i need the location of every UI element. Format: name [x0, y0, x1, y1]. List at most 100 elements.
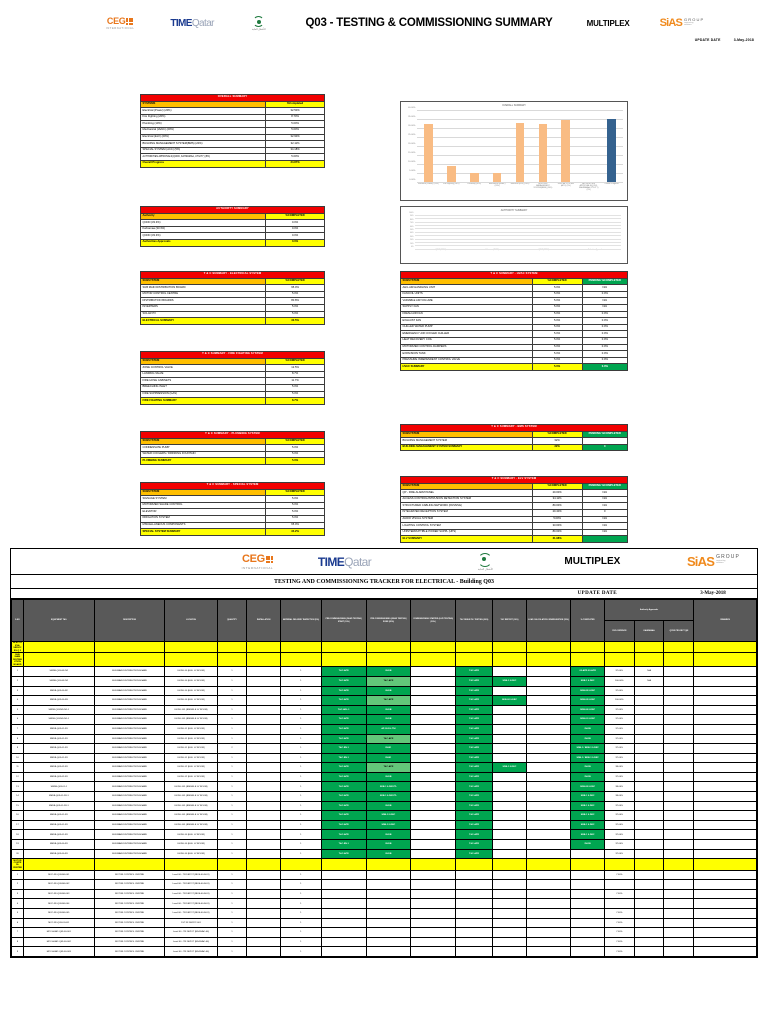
column-header[interactable]: QCDD PROJECT QM: [663, 620, 695, 642]
table-row[interactable]: 6 SMDB-Q03-ND-N1-1 SUB MAIN DISTRIBUTION B…: [11, 714, 757, 725]
column-header[interactable]: S.NO: [11, 599, 24, 642]
bar-column: [463, 110, 486, 182]
table-row[interactable]: 17 SMDB-Q03-01-N1 SUB MAIN DISTRIBUTION BO…: [11, 819, 757, 831]
column-header[interactable]: T&C RESULTS / TESTING (20%): [454, 599, 494, 642]
row-pending: 0.0%: [581, 317, 629, 325]
column-header[interactable]: INSTALLATION: [246, 599, 281, 642]
row-installation: [246, 917, 281, 929]
bar-column: [531, 110, 554, 182]
row-qcdd: [693, 829, 757, 841]
row-installation: [246, 819, 281, 831]
section-cell: [525, 640, 572, 654]
row-sno: 15: [11, 800, 24, 812]
elv-col-system: SUBSYSTEM: [400, 482, 533, 491]
row-material-delivery: 1: [279, 685, 322, 697]
column-header[interactable]: % COMPLETED: [570, 599, 605, 642]
row-system: ELEVATOR: [139, 508, 267, 516]
column-header[interactable]: DESCRIPTION: [93, 599, 166, 642]
row-location: Level 00 - TR DEPOT (BD/E-00-B-01): [164, 898, 218, 910]
table-row[interactable]: 7 SMDB-Q03-01-N1 SUB MAIN DISTRIBUTION BOA…: [11, 723, 757, 735]
table-row[interactable]: 18 SMDB-Q03-01-N1 SUB MAIN DISTRIBUTION BO…: [11, 829, 757, 841]
row-precomm-done: T&C-APR: [365, 695, 412, 706]
row-system: DISTRIBUTION BOARDS: [139, 297, 267, 305]
row-tc-report: [492, 946, 527, 958]
table-row[interactable]: 4 MCC-FF-Q03-B0-004 MOTOR CONTROL CENTRE Le…: [11, 898, 757, 910]
table-row[interactable]: 5 SMDB-Q03-ND-N1-1 SUB MAIN DISTRIBUTION B…: [11, 704, 757, 716]
table-row[interactable]: 1 SMDB-Q03-GF-N2 SUB MAIN DISTRIBUTION BOA…: [11, 666, 757, 677]
column-header[interactable]: KAHRAMAA: [633, 620, 665, 642]
row-description: SUB MAIN DISTRIBUTION BOARD: [93, 781, 166, 793]
y-tick: 20%: [410, 239, 414, 242]
table-row[interactable]: 8 SMDB-Q03-01-N1 SUB MAIN DISTRIBUTION BOA…: [11, 733, 757, 745]
row-pending: 0.0%: [581, 330, 629, 338]
column-header[interactable]: CIVIL DEFENCE: [603, 620, 635, 642]
table-row[interactable]: 20 SMDB-Q03-00-N1 SUB MAIN DISTRIBUTION BO…: [11, 848, 757, 860]
table-row[interactable]: 3 SMDB-Q03-00-N2 SUB MAIN DISTRIBUTION BOA…: [11, 685, 757, 697]
fire-col-system: SUBSYSTEM: [139, 357, 267, 366]
row-material-delivery: 1: [279, 723, 322, 735]
table-row[interactable]: 15 SMDB-Q03-01-N1-1 SUB MAIN DISTRIBUTION …: [11, 800, 757, 812]
row-pct: 32.50%: [265, 107, 325, 115]
column-header[interactable]: EQUIPMENT TAG: [22, 599, 95, 642]
row-civil-defence: [633, 762, 665, 773]
column-header[interactable]: LOAD CALCULATION / ENERGIZATION (15%): [525, 599, 572, 642]
row-tc-results: [454, 869, 494, 881]
column-header[interactable]: QUANTITY: [216, 599, 248, 642]
table-row[interactable]: 4 SMDB-Q03-00-N3 SUB MAIN DISTRIBUTION BOA…: [11, 695, 757, 706]
table-row[interactable]: 7 MCC-HVAC-Q03-00-001 MOTOR CONTROL CENTRE…: [11, 927, 757, 938]
table-row[interactable]: 14 SMDB-Q03-01-N1-1 SUB MAIN DISTRIBUTION …: [11, 791, 757, 802]
table-row[interactable]: 9 MCC-HVAC-Q03-00-003 MOTOR CONTROL CENTRE…: [11, 946, 757, 958]
table-row[interactable]: 12 SMDB-Q03-02-N1 SUB MAIN DISTRIBUTION BO…: [11, 771, 757, 783]
table-row[interactable]: 9 SMDB-Q03-01-N1 SUB MAIN DISTRIBUTION BOA…: [11, 743, 757, 754]
row-location: Level 00 - TR DEPOT (BD/E-00-B-01): [164, 869, 218, 881]
table-row[interactable]: 11 SMDB-Q03-02-N1 SUB MAIN DISTRIBUTION BO…: [11, 762, 757, 773]
row-precomm-start: [320, 936, 367, 948]
hvac-col-pct: %COMPLETED: [531, 277, 583, 286]
column-header[interactable]: LOCATION: [164, 599, 218, 642]
row-pending: N/A: [581, 303, 629, 312]
ceg-grid-icon: [265, 555, 273, 563]
table-row[interactable]: 1 MCC-FF-Q03-B0-001 MOTOR CONTROL CENTRE Le…: [11, 869, 757, 881]
row-pct: 0.0%: [265, 232, 325, 240]
row-extra: [525, 946, 572, 958]
row-precomm-done: AP-03-DL-TNI: [365, 723, 412, 735]
table-row[interactable]: 16 SMDB-Q03-01-N1 SUB MAIN DISTRIBUTION BO…: [11, 810, 757, 821]
column-header[interactable]: MATERIAL DELIVERY INSPECTION (5%): [279, 599, 322, 642]
column-header[interactable]: PRE-COMMISSIONING (DEAD TESTING) DONE (2…: [365, 599, 412, 642]
table-row[interactable]: 2 MCC-FF-Q03-B0-002 MOTOR CONTROL CENTRE Le…: [11, 879, 757, 890]
row-location: LEVEL 00 (ELE. LV ROOM): [164, 839, 218, 850]
column-header[interactable]: REMARKS: [693, 599, 757, 642]
column-header[interactable]: COMMISSIONING STARTED (LIVE TESTING) (20…: [410, 599, 456, 642]
row-quantity: 1: [216, 819, 248, 831]
table-row[interactable]: 8 MCC-HVAC-Q03-00-002 MOTOR CONTROL CENTRE…: [11, 936, 757, 948]
column-header[interactable]: PRE-COMMISSIONING (DEAD TESTING) START (…: [320, 599, 367, 642]
bms-title: T & C SUMMARY - BMS SYSTEM: [400, 424, 628, 432]
row-equipment-tag: SMDB-Q03-GF-N2: [22, 675, 95, 687]
row-comm-started: [410, 733, 456, 745]
row-comm-started: [410, 888, 456, 900]
row-quantity: 1: [216, 714, 248, 725]
sias-tagline-1: contracting: [684, 22, 694, 24]
row-pct: 7.00%: [603, 936, 635, 948]
column-header[interactable]: T&C REPORT (10%): [492, 599, 527, 642]
row-tc-results: T&C-APR: [454, 666, 494, 677]
table-row[interactable]: 13 SMDB-Q03-01-1 SUB MAIN DISTRIBUTION BOA…: [11, 781, 757, 793]
row-tc-report: [492, 723, 527, 735]
table-row[interactable]: 10 SMDB-Q03-01-N1 SUB MAIN DISTRIBUTION BO…: [11, 752, 757, 764]
row-location: LEVEL 00 (ELE. LV ROOM): [164, 666, 218, 677]
section-cell: [454, 652, 494, 668]
row-precomm-done: [365, 946, 412, 958]
bar-column: [486, 110, 509, 182]
section-cell: [22, 652, 95, 668]
row-description: SUB MAIN DISTRIBUTION BOARD: [93, 733, 166, 745]
table-row: AUTHORITIES APPROVALS(QCDD, KAHRAMAA, UT…: [139, 153, 325, 161]
row-tc-report: [492, 829, 527, 841]
table-row[interactable]: 6 MCC-FF-Q03-01-001 MOTOR CONTROL CENTRE 1S…: [11, 917, 757, 929]
row-system: FIRE SUPPRESSION (GAS): [139, 390, 267, 399]
row-kahramaa: [663, 917, 695, 929]
row-civil-defence: [633, 879, 665, 890]
table-row[interactable]: 3 MCC-FF-Q03-B0-003 MOTOR CONTROL CENTRE Le…: [11, 888, 757, 900]
table-row[interactable]: 19 SMDB-Q03-00-N1 SUB MAIN DISTRIBUTION BO…: [11, 839, 757, 850]
table-row[interactable]: 5 MCC-FF-Q03-B0-005 MOTOR CONTROL CENTRE Le…: [11, 908, 757, 919]
table-row[interactable]: 2 SMDB-Q03-GF-N2 SUB MAIN DISTRIBUTION BOA…: [11, 675, 757, 687]
